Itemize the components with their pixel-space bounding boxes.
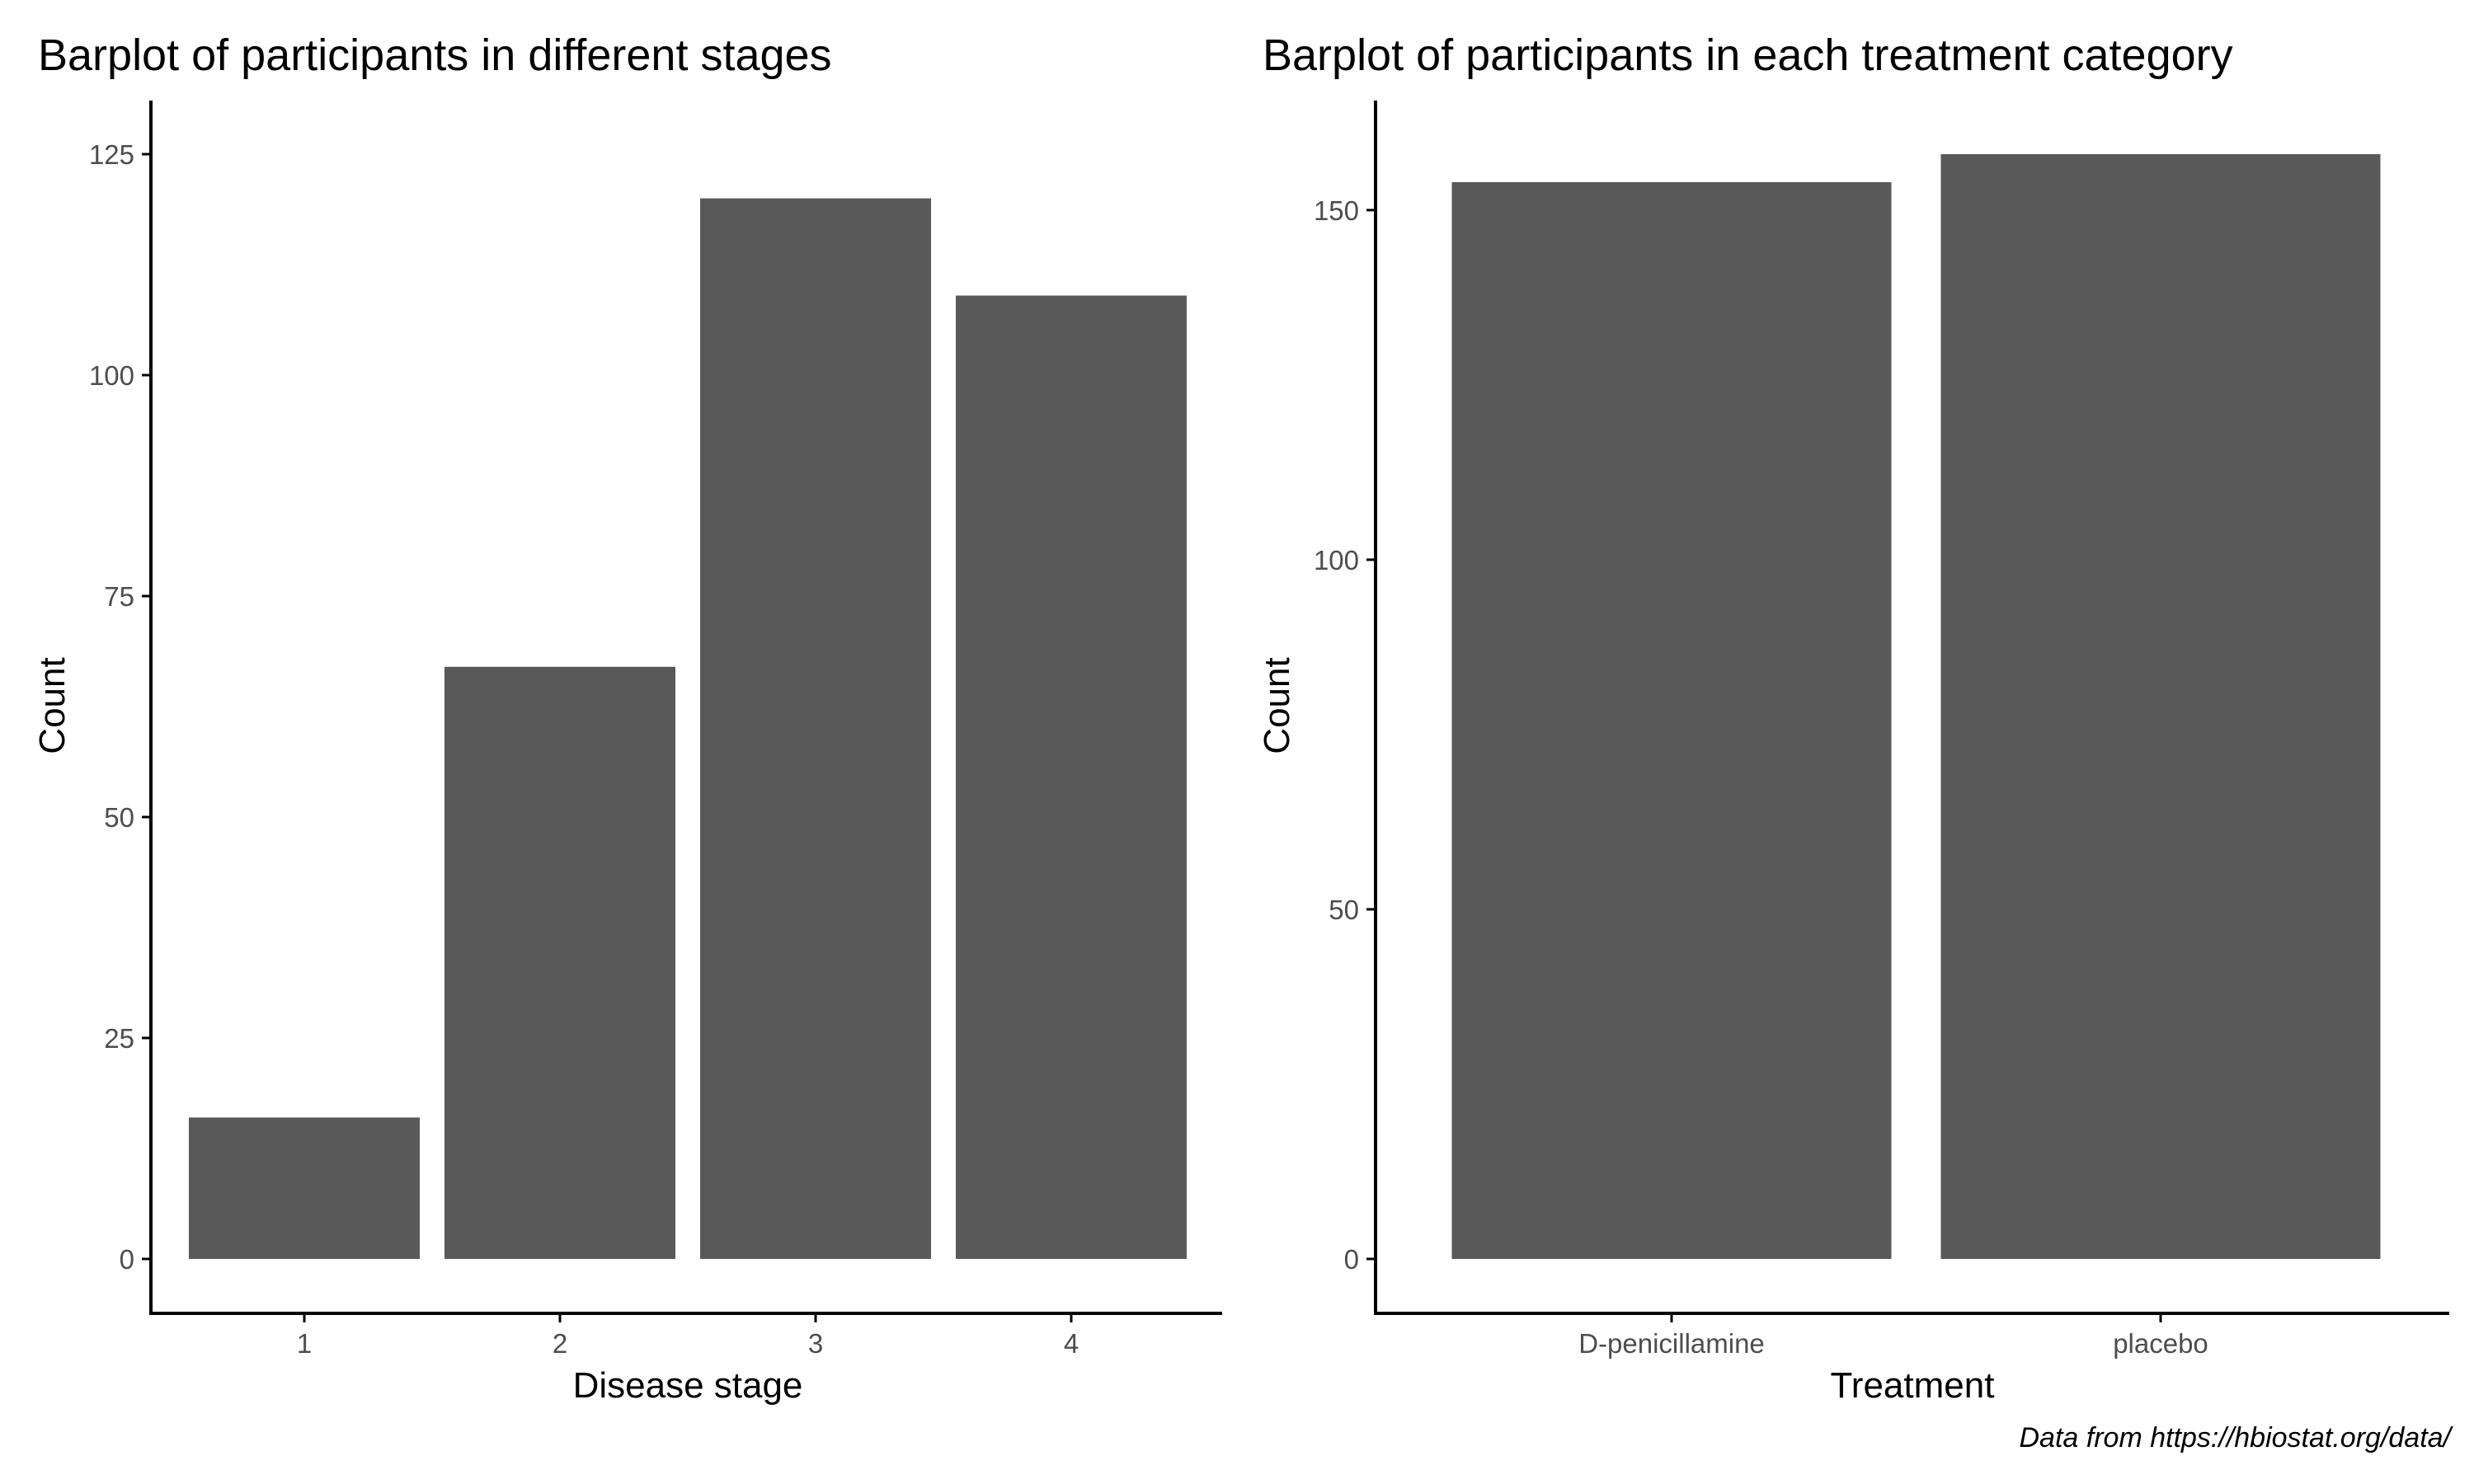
bar-2 xyxy=(444,666,675,1259)
y-tick-label: 0 xyxy=(120,1244,134,1275)
y-tick-label: 100 xyxy=(1314,545,1359,575)
x-axis-title: Disease stage xyxy=(573,1365,803,1406)
chart-title: Barplot of participants in different sta… xyxy=(38,31,832,80)
y-tick-label: 100 xyxy=(89,360,134,391)
bars xyxy=(1451,154,2381,1259)
y-axis-ticks: 0 50 100 150 xyxy=(1314,195,1376,1275)
y-axis-title: Count xyxy=(32,657,73,754)
x-tick-label: 4 xyxy=(1064,1328,1079,1359)
caption: Data from https://hbiostat.org/data/ xyxy=(2020,1422,2454,1453)
y-tick-label: 150 xyxy=(1314,195,1359,226)
y-tick-label: 125 xyxy=(89,139,134,170)
y-tick-label: 50 xyxy=(104,802,134,833)
x-axis-ticks: D-penicillamine placebo xyxy=(1578,1313,2208,1359)
y-tick-label: 25 xyxy=(104,1023,134,1054)
bar-4 xyxy=(956,295,1187,1259)
bar-D-penicillamine xyxy=(1451,181,1892,1259)
y-tick-label: 0 xyxy=(1344,1244,1359,1275)
chart-title: Barplot of participants in each treatmen… xyxy=(1263,31,2233,80)
x-tick-label: 2 xyxy=(553,1328,567,1359)
bar-placebo xyxy=(1940,154,2381,1259)
bar-3 xyxy=(700,198,931,1260)
x-tick-label: D-penicillamine xyxy=(1578,1328,1765,1359)
bar-1 xyxy=(189,1117,420,1259)
y-axis-title: Count xyxy=(1257,657,1297,754)
x-tick-label: placebo xyxy=(2113,1328,2208,1359)
x-axis-title: Treatment xyxy=(1831,1365,1995,1406)
chart-stages: Barplot of participants in different sta… xyxy=(32,31,1222,1406)
y-tick-label: 75 xyxy=(104,581,134,612)
x-tick-label: 1 xyxy=(297,1328,312,1359)
x-tick-label: 3 xyxy=(808,1328,823,1359)
x-axis-ticks: 1 2 3 4 xyxy=(297,1313,1079,1359)
bars xyxy=(189,198,1187,1260)
y-axis-ticks: 0 25 50 75 100 125 xyxy=(89,139,151,1275)
y-tick-label: 50 xyxy=(1329,895,1359,925)
chart-treatment: Barplot of participants in each treatmen… xyxy=(1257,31,2449,1406)
